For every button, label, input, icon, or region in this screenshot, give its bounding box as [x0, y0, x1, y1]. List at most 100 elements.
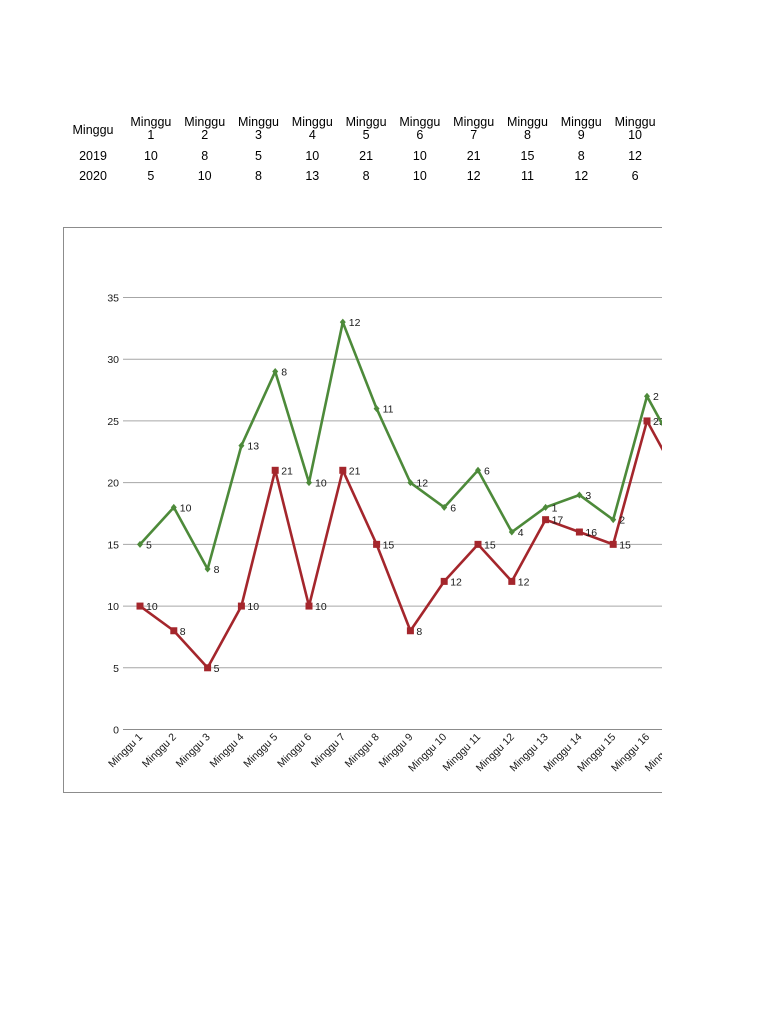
x-tick-label: Minggu 4: [207, 731, 246, 770]
data-table: Minggu Minggu 1 Minggu 2 Minggu 3 Minggu…: [62, 114, 662, 186]
data-label: 12: [349, 317, 361, 329]
table-column-header: Minggu 5: [345, 115, 387, 142]
data-label: 15: [484, 539, 496, 551]
data-label: 10: [247, 601, 259, 613]
data-label: 12: [416, 478, 428, 490]
data-label: 10: [315, 478, 327, 490]
data-point-2019: [440, 577, 448, 585]
table-cell: 12: [574, 168, 589, 183]
table-column-header: Minggu 1: [130, 115, 172, 142]
data-label: 11: [383, 404, 394, 416]
data-point-2020: [441, 503, 448, 511]
data-point-2019: [406, 627, 414, 635]
table-cell: 12: [628, 148, 643, 163]
data-point-2020: [508, 528, 515, 536]
data-point-2020: [407, 479, 414, 487]
y-tick-label: 30: [107, 354, 119, 366]
x-tick-label: Minggu 3: [174, 731, 213, 770]
data-point-2020: [339, 318, 346, 326]
table-cell: 12: [466, 168, 481, 183]
data-label: 17: [552, 515, 564, 527]
data-label: 5: [146, 539, 152, 551]
data-point-2020: [576, 491, 583, 499]
data-label: 10: [315, 601, 327, 613]
data-point-2019: [373, 540, 381, 548]
chart-frame: [63, 227, 662, 793]
data-label: 8: [416, 626, 422, 638]
x-tick-label: Minggu 8: [343, 731, 382, 770]
table-cell: 10: [412, 168, 427, 183]
y-tick-label: 10: [107, 601, 119, 613]
data-label: 10: [146, 601, 158, 613]
data-point-2019: [575, 528, 583, 536]
data-label: 2: [653, 391, 659, 403]
data-point-2020: [610, 516, 617, 524]
data-point-2020: [306, 479, 312, 487]
table-cell: 10: [305, 148, 320, 163]
data-point-2019: [643, 417, 651, 425]
data-label: 5: [214, 663, 220, 675]
data-point-2019: [542, 516, 550, 524]
data-label: 15: [383, 539, 395, 551]
y-tick-label: 35: [107, 293, 119, 305]
x-tick-label: Minggu 1: [106, 731, 145, 770]
table-cell: 11: [520, 168, 534, 183]
data-label: 15: [619, 539, 631, 551]
data-label: 12: [450, 576, 462, 588]
table-cell: 8: [362, 168, 370, 183]
data-label: 10: [180, 502, 192, 514]
x-tick-label: Minggu 2: [140, 731, 179, 770]
table-column-header: Minggu 10: [614, 115, 656, 142]
data-point-2020: [644, 392, 650, 400]
data-point-2020: [542, 503, 549, 511]
data-point-2019: [136, 602, 144, 610]
data-point-2019: [609, 540, 617, 548]
y-tick-label: 15: [107, 539, 119, 551]
data-label: 13: [247, 441, 259, 453]
data-label: 12: [518, 576, 530, 588]
table-header-label: Minggu: [72, 122, 114, 137]
data-point-2020: [137, 540, 143, 548]
table-cell: 15: [520, 148, 535, 163]
table-row: 2019 10 8 5 10 21 10 21 15 8 12: [62, 146, 662, 166]
data-point-2019: [204, 664, 212, 672]
table-cell: 10: [412, 148, 427, 163]
table-column-header: Minggu 9: [560, 115, 602, 142]
table-row-label: 2020: [79, 168, 107, 183]
table-cell: 5: [255, 148, 262, 163]
data-point-2019: [271, 466, 279, 474]
data-point-2019: [237, 602, 245, 610]
x-tick-label: Minggu 7: [309, 731, 348, 770]
data-label: 1: [552, 502, 558, 514]
table-row: 2020 5 10 8 13 8 10 12 11 12 6: [62, 166, 662, 186]
data-point-2019: [170, 627, 178, 635]
data-point-2020: [272, 368, 279, 376]
y-tick-label: 25: [107, 416, 119, 428]
table-cell: 13: [305, 168, 320, 183]
data-label: 25: [653, 416, 662, 428]
y-tick-label: 5: [113, 663, 119, 675]
data-label: 6: [484, 465, 490, 477]
data-point-2020: [170, 503, 177, 511]
data-label: 2: [619, 515, 625, 527]
x-tick-label: Minggu 5: [241, 731, 280, 770]
table-cell: 10: [143, 148, 158, 163]
table-column-header: Minggu 8: [506, 115, 548, 142]
data-label: 21: [281, 465, 293, 477]
table-cell: 8: [577, 148, 585, 163]
data-label: 16: [585, 527, 597, 539]
table-cell: 5: [147, 168, 155, 183]
table-cell: 21: [466, 148, 481, 163]
data-label: 6: [450, 502, 456, 514]
data-label: 3: [585, 490, 591, 502]
x-tick-label: Minggu 6: [275, 731, 314, 770]
data-point-2020: [238, 442, 245, 450]
table-column-header: Minggu 6: [399, 115, 441, 142]
data-label: 21: [349, 465, 361, 477]
table-cell: 21: [359, 148, 374, 163]
chart-viewport: 0 5 10 15 20 25 30 35 Minggu 1 Minggu 2 Minggu 3 Mi…: [63, 227, 662, 793]
table-column-header: Minggu 7: [453, 115, 495, 142]
data-point-2019: [305, 602, 313, 610]
table-cell: 8: [201, 148, 209, 163]
data-point-2019: [339, 466, 347, 474]
